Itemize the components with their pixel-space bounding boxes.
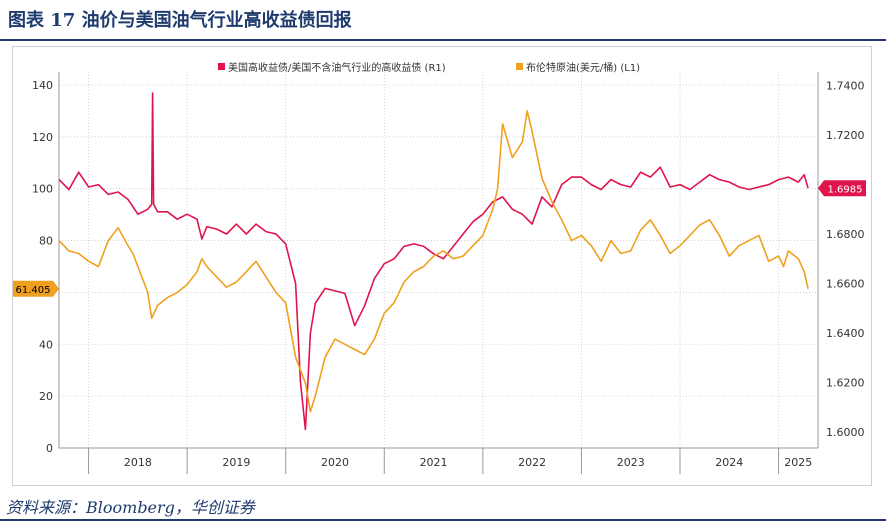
y-left-tick-label: 140 — [32, 79, 53, 92]
legend-label-r1: 美国高收益债/美国不含油气行业的高收益债 (R1) — [228, 61, 446, 74]
figure-title: 图表 17 油价与美国油气行业高收益债回报 — [8, 10, 352, 31]
legend: 美国高收益债/美国不含油气行业的高收益债 (R1) 布伦特原油(美元/桶) (L… — [218, 61, 640, 74]
series-line-l1 — [58, 110, 809, 413]
last-value-tag-r1: 1.6985 — [818, 180, 866, 197]
y-left-tick-label: 120 — [32, 131, 53, 144]
y-left-tick-label: 80 — [39, 235, 53, 248]
y-left-tick-label: 0 — [46, 442, 53, 455]
y-left-tick-label: 40 — [39, 338, 53, 351]
y-left-tick-label: 100 — [32, 183, 53, 196]
y-right-tick-label: 1.6800 — [826, 228, 865, 241]
y-right-tick-label: 1.6600 — [826, 278, 865, 291]
figure-header: 图表 17 油价与美国油气行业高收益债回报 — [0, 0, 886, 41]
x-tick-label: 2018 — [124, 456, 152, 469]
x-tick-label: 2021 — [420, 456, 448, 469]
x-tick-label: 2024 — [715, 456, 743, 469]
bottom-rule — [0, 519, 886, 521]
last-value-tag-l1-label: 61.405 — [16, 285, 51, 296]
axes: 0204060801001201401.60001.62001.64001.66… — [32, 72, 865, 474]
legend-swatch-l1 — [516, 63, 523, 70]
y-right-tick-label: 1.7400 — [826, 80, 865, 93]
source-note: 资料来源：Bloomberg，华创证券 — [6, 498, 255, 517]
title-rule — [0, 39, 886, 41]
x-tick-label: 2025 — [784, 456, 812, 469]
x-tick-label: 2020 — [321, 456, 349, 469]
chart-container: 0204060801001201401.60001.62001.64001.66… — [12, 46, 872, 486]
x-tick-label: 2023 — [617, 456, 645, 469]
series-line-r1 — [58, 92, 809, 431]
last-value-tag-l1-bg — [13, 280, 59, 297]
legend-swatch-r1 — [218, 63, 225, 70]
y-right-tick-label: 1.6200 — [826, 376, 865, 389]
x-tick-label: 2022 — [518, 456, 546, 469]
last-value-tag-r1-label: 1.6985 — [828, 184, 863, 195]
series-layer — [58, 92, 809, 431]
y-right-tick-label: 1.7200 — [826, 129, 865, 142]
y-right-tick-label: 1.6000 — [826, 426, 865, 439]
y-left-tick-label: 20 — [39, 390, 53, 403]
chart-border — [12, 46, 872, 486]
last-value-tag-l1: 61.405 — [13, 280, 59, 297]
legend-label-l1: 布伦特原油(美元/桶) (L1) — [526, 61, 640, 74]
value-tags: 1.6985 61.405 — [13, 180, 866, 297]
last-value-tag-r1-bg — [818, 180, 866, 197]
x-tick-label: 2019 — [222, 456, 250, 469]
y-right-tick-label: 1.6400 — [826, 327, 865, 340]
chart-svg: 0204060801001201401.60001.62001.64001.66… — [12, 46, 872, 486]
